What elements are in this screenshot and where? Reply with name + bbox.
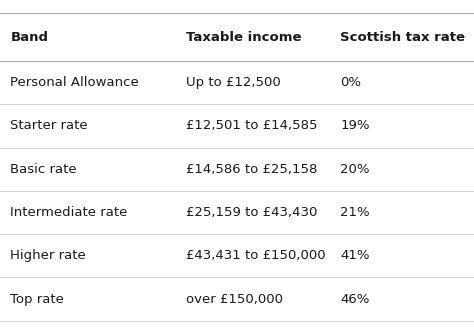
Text: Basic rate: Basic rate xyxy=(10,163,77,176)
Text: Scottish tax rate: Scottish tax rate xyxy=(340,31,465,44)
Text: Higher rate: Higher rate xyxy=(10,249,86,262)
Text: £43,431 to £150,000: £43,431 to £150,000 xyxy=(186,249,326,262)
Text: Intermediate rate: Intermediate rate xyxy=(10,206,128,219)
Text: over £150,000: over £150,000 xyxy=(186,293,283,306)
Text: Up to £12,500: Up to £12,500 xyxy=(186,76,281,89)
Text: 46%: 46% xyxy=(340,293,370,306)
Text: Personal Allowance: Personal Allowance xyxy=(10,76,139,89)
Text: Taxable income: Taxable income xyxy=(186,31,301,44)
Text: 0%: 0% xyxy=(340,76,361,89)
Text: 41%: 41% xyxy=(340,249,370,262)
Text: Starter rate: Starter rate xyxy=(10,119,88,132)
Text: £25,159 to £43,430: £25,159 to £43,430 xyxy=(186,206,317,219)
Text: Top rate: Top rate xyxy=(10,293,64,306)
Text: 20%: 20% xyxy=(340,163,370,176)
Text: £12,501 to £14,585: £12,501 to £14,585 xyxy=(186,119,317,132)
Text: £14,586 to £25,158: £14,586 to £25,158 xyxy=(186,163,317,176)
Text: Band: Band xyxy=(10,31,48,44)
Text: 21%: 21% xyxy=(340,206,370,219)
Text: 19%: 19% xyxy=(340,119,370,132)
